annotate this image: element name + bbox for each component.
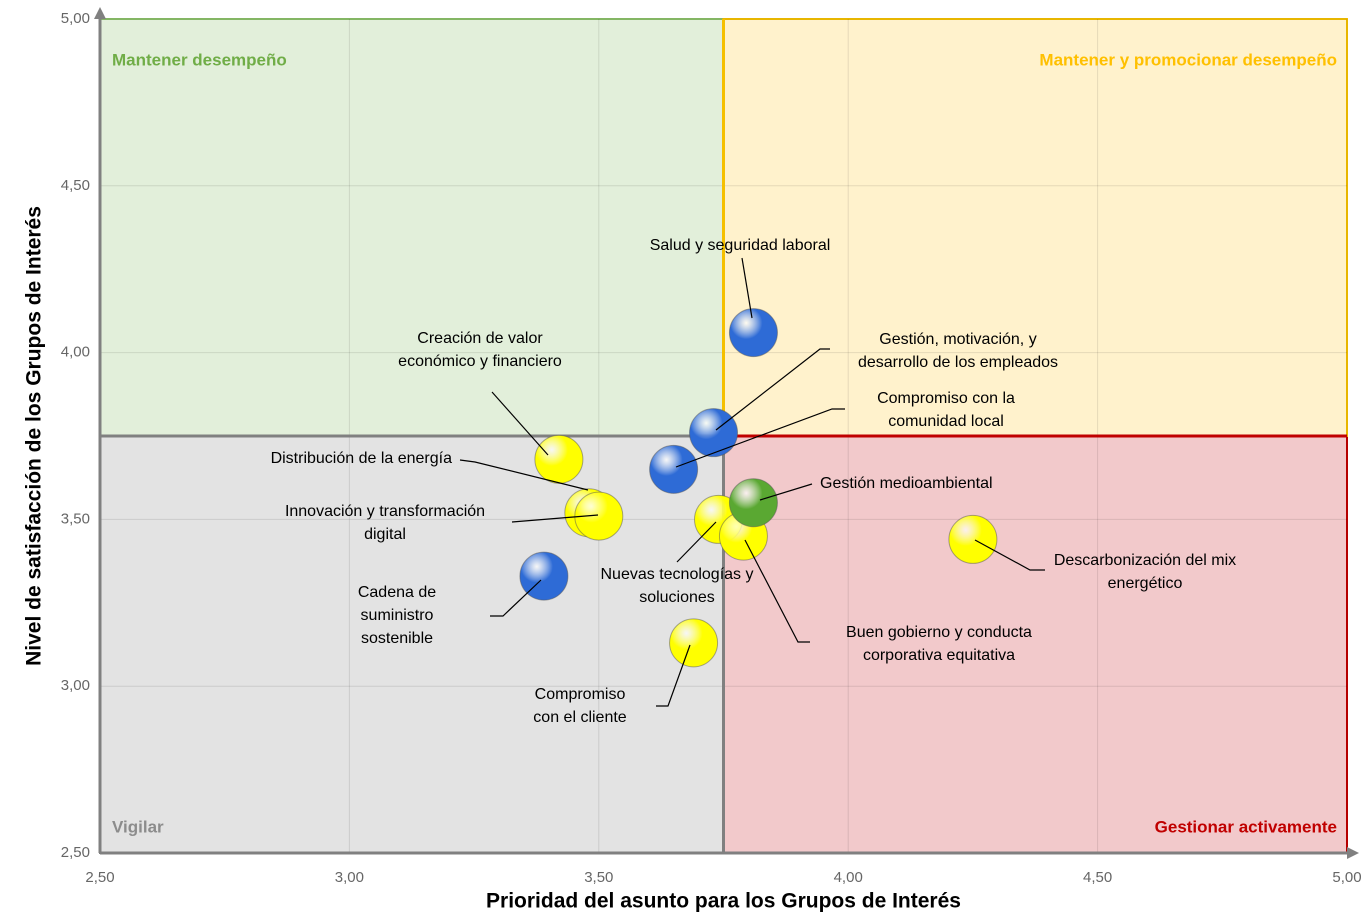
bubble [948,514,998,564]
y-tick-label: 4,50 [61,177,90,194]
bubble [534,434,584,484]
leader-line [974,539,1045,571]
x-tick-label: 3,00 [335,869,364,886]
point-label: Gestión, motivación, y [879,331,1036,348]
axis-arrow [94,7,106,19]
quadrant-label: Vigilar [112,817,164,836]
y-tick-label: 3,00 [61,677,90,694]
quadrant-label: Gestionar activamente [1155,817,1337,836]
point-label: Gestión medioambiental [820,475,993,492]
point-label: Buen gobierno y conducta [846,624,1032,641]
quadrant [722,18,1348,437]
point-label: Compromiso [535,686,626,703]
point-label: suministro [361,607,434,624]
point-label: Compromiso con la [877,390,1015,407]
bubble [669,618,719,668]
points [519,308,998,668]
x-tick-label: 4,00 [834,869,863,886]
point-label: energético [1108,575,1183,592]
leader-line [511,514,599,523]
leader-line [676,521,717,563]
point-label: Creación de valor [417,330,543,347]
bubble [728,478,778,528]
x-axis-title: Prioridad del asunto para los Grupos de … [486,890,961,913]
leader-line [491,391,549,456]
leader-line [741,257,753,319]
leader-line [759,483,813,501]
bubble [689,408,739,458]
point-label: soluciones [639,589,715,606]
quadrant [99,18,725,437]
bubble [574,491,624,541]
point-label: corporativa equitativa [863,647,1015,664]
leader-line [744,539,810,643]
bubble [728,308,778,358]
point-label: con el cliente [533,709,626,726]
point-label: digital [364,526,406,543]
point-label: Nuevas tecnologías y [601,566,754,583]
y-tick-label: 4,00 [61,344,90,361]
point-label: desarrollo de los empleados [858,354,1058,371]
point-label: Descarbonización del mix [1054,552,1236,569]
leader-line [656,644,691,707]
y-tick-label: 3,50 [61,510,90,527]
point-label: Salud y seguridad laboral [650,237,831,254]
leader-line [490,579,542,617]
y-axis-title: Nivel de satisfacción de los Grupos de I… [23,206,46,666]
y-tick-label: 5,00 [61,10,90,27]
point-label: económico y financiero [398,353,562,370]
x-tick-label: 2,50 [85,869,114,886]
axis-arrow [1347,847,1359,859]
quadrant-label: Mantener desempeño [112,50,287,69]
point-label: comunidad local [888,413,1004,430]
point-label: sostenible [361,630,433,647]
x-tick-label: 5,00 [1332,869,1361,886]
quadrant [722,435,1348,854]
point-label: Cadena de [358,584,436,601]
leader-line [459,459,589,491]
x-tick-label: 3,50 [584,869,613,886]
quadrant-label: Mantener y promocionar desempeño [1039,50,1337,69]
leader-line [675,408,845,468]
point-label: Distribución de la energía [271,450,453,467]
leader-line [715,348,830,431]
point-label: Innovación y transformación [285,503,485,520]
labels: Salud y seguridad laboral Gestión, motiva… [271,237,1237,726]
x-tick-label: 4,50 [1083,869,1112,886]
bubble [649,444,699,494]
y-tick-label: 2,50 [61,844,90,861]
